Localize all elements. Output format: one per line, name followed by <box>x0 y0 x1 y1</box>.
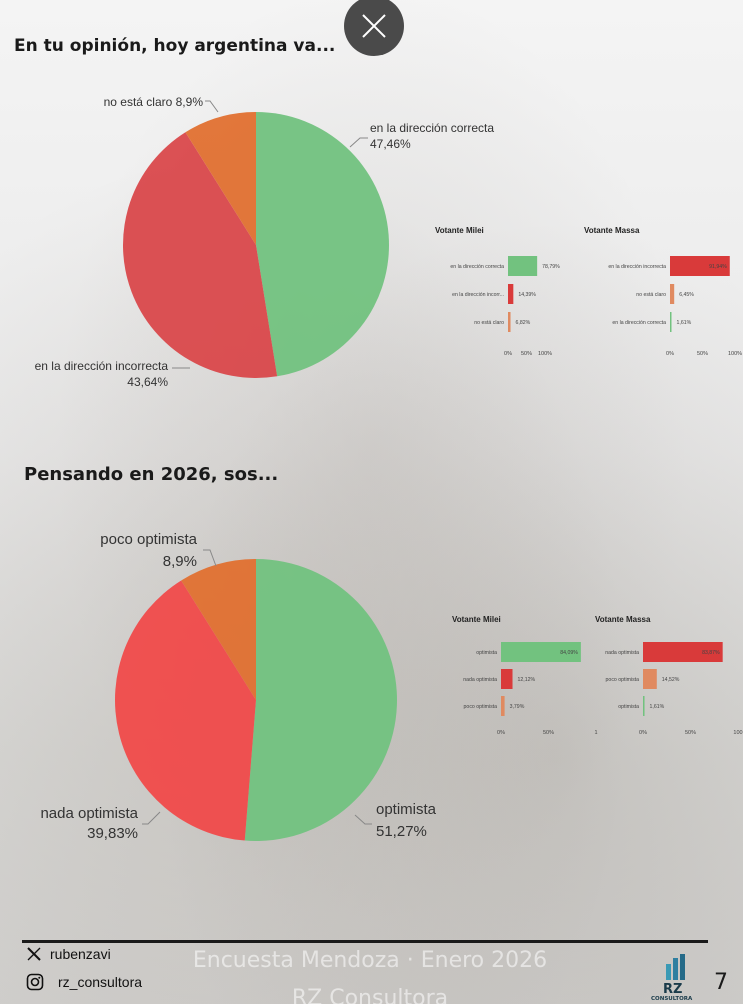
bar2-category-2: en la dirección correcta <box>612 320 666 326</box>
bar2-bar-0 <box>670 256 730 276</box>
pie2-leader-2 <box>203 549 217 567</box>
pie1-slice-1 <box>123 132 278 378</box>
bar3-tick-0: 0% <box>497 730 505 736</box>
bar1-tick-0: 0% <box>504 351 512 357</box>
pie2-slice-2 <box>181 559 256 700</box>
bar2-tick-1: 50% <box>697 351 708 357</box>
x-handle: rubenzavi <box>50 946 111 962</box>
x-logo-icon <box>27 947 41 961</box>
bar1-category-1: en la dirección incorr... <box>452 292 504 298</box>
bar2-bar-2 <box>670 312 672 332</box>
bar4-bar-2 <box>643 696 645 716</box>
bar3-bar-1 <box>501 669 513 689</box>
bar2-tick-2: 100% <box>728 351 742 357</box>
bar2-bar-1 <box>670 284 675 304</box>
bar2-value-1: 6,45% <box>679 292 694 298</box>
bar4-title: Votante Massa <box>595 615 651 624</box>
bar3-tick-1: 50% <box>543 730 554 736</box>
chart-title-1: En tu opinión, hoy argentina va... <box>14 36 336 56</box>
pie1-leader-2 <box>205 100 219 113</box>
bar2-value-2: 1,61% <box>677 320 692 326</box>
pie1-label-value-1: 43,64% <box>127 375 168 389</box>
pie1-label-value-0: 47,46% <box>370 137 411 151</box>
bar3-bar-0 <box>501 642 581 662</box>
bar4-tick-2: 100 <box>733 730 742 736</box>
bar4-category-0: nada optimista <box>605 650 639 656</box>
footer-survey-title: Encuesta Mendoza · Enero 2026 <box>192 948 548 973</box>
bar2-value-0: 91,94% <box>709 264 727 270</box>
bar4-value-0: 83,87% <box>702 650 720 656</box>
pie1-leader-0 <box>349 137 368 148</box>
bar3-title: Votante Milei <box>452 615 501 624</box>
pie2-label-name-0: optimista <box>376 801 437 818</box>
bar4-value-2: 1,61% <box>650 704 665 710</box>
bar1-tick-1: 50% <box>521 351 532 357</box>
bar1-value-1: 14,39% <box>518 292 536 298</box>
bar2-category-1: no está claro <box>636 292 666 298</box>
bar1-category-2: no está claro <box>474 320 504 326</box>
bar3-value-0: 84,09% <box>560 650 578 656</box>
pie2-slice-1 <box>115 580 257 841</box>
logo-text: RZ <box>663 982 682 997</box>
pie1-slice-0 <box>256 112 390 377</box>
bar3-bar-2 <box>501 696 505 716</box>
chart-title-2: Pensando en 2026, sos... <box>24 464 279 485</box>
bar1-bar-2 <box>508 312 511 332</box>
bar3-category-0: optimista <box>476 650 497 656</box>
pie1-label-name-1: en la dirección incorrecta <box>35 359 169 373</box>
bar4-tick-0: 0% <box>639 730 647 736</box>
pie2-label-name-1: nada optimista <box>40 805 138 822</box>
bar3-value-2: 3,79% <box>510 704 525 710</box>
close-icon <box>362 14 386 38</box>
bar4-category-1: poco optimista <box>606 677 640 683</box>
bar4-category-2: optimista <box>618 704 639 710</box>
pie1-slice-2 <box>185 112 256 245</box>
pie2-label-value-2: 8,9% <box>163 553 197 570</box>
ig-handle: rz_consultora <box>58 974 143 990</box>
footer-company: RZ Consultora <box>291 986 449 1004</box>
social-instagram[interactable]: rz_consultora <box>26 973 142 991</box>
bar2-category-0: en la dirección incorrecta <box>608 264 666 270</box>
bar1-bar-0 <box>508 256 538 276</box>
pie2-leader-1 <box>142 811 161 825</box>
rz-logo: RZ CONSULTORA <box>651 954 693 1002</box>
pie1-label-name-0: en la dirección correcta <box>370 121 494 135</box>
pie2-label-value-0: 51,27% <box>376 823 427 840</box>
page-number: 7 <box>714 970 728 995</box>
bar1-value-2: 6,82% <box>516 320 531 326</box>
pie2-slice-0 <box>244 559 398 841</box>
instagram-icon <box>26 973 44 991</box>
bar4-bar-0 <box>643 642 723 662</box>
pie2-label-value-1: 39,83% <box>87 825 138 842</box>
bar2-tick-0: 0% <box>666 351 674 357</box>
charts-canvas: en la dirección correcta 47,46% en la dire… <box>35 95 743 842</box>
bar1-title: Votante Milei <box>435 226 484 235</box>
footer-divider <box>22 940 708 943</box>
bar3-value-1: 12,12% <box>518 677 536 683</box>
bar4-value-1: 14,52% <box>662 677 680 683</box>
bar3-category-2: poco optimista <box>464 704 498 710</box>
bar1-category-0: en la dirección correcta <box>450 264 504 270</box>
bar4-bar-1 <box>643 669 657 689</box>
bar3-tick-2: 1 <box>594 730 597 736</box>
bar2-title: Votante Massa <box>584 226 640 235</box>
bar3-category-1: nada optimista <box>463 677 497 683</box>
bar1-tick-2: 100% <box>538 351 552 357</box>
bar1-bar-1 <box>508 284 514 304</box>
close-button[interactable] <box>344 0 404 56</box>
logo-subtext: CONSULTORA <box>651 996 693 1002</box>
pie2-label-name-2: poco optimista <box>100 531 197 548</box>
social-x[interactable]: rubenzavi <box>26 946 111 962</box>
pie1-label-2: no está claro 8,9% <box>104 95 204 109</box>
pie2-leader-0 <box>354 814 372 825</box>
bar1-value-0: 78,79% <box>542 264 560 270</box>
bar4-tick-1: 50% <box>685 730 696 736</box>
